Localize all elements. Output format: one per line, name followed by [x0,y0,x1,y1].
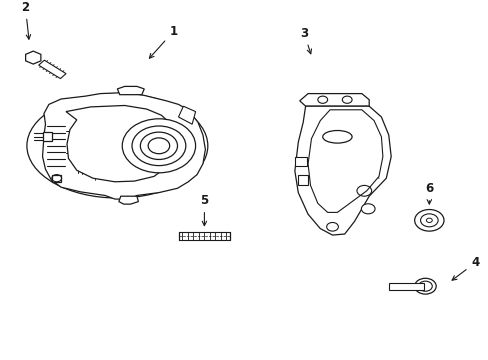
Ellipse shape [322,130,351,143]
Circle shape [361,204,374,214]
Polygon shape [307,110,382,212]
Circle shape [420,214,437,227]
Polygon shape [388,283,424,290]
Circle shape [414,278,435,294]
Text: 3: 3 [300,27,311,54]
Circle shape [132,126,185,166]
Polygon shape [42,93,205,199]
Polygon shape [39,60,66,78]
Text: 2: 2 [21,1,31,39]
Polygon shape [294,157,306,166]
Polygon shape [299,94,368,106]
Circle shape [426,218,431,222]
Polygon shape [66,105,174,182]
Polygon shape [52,175,61,182]
Polygon shape [178,106,195,124]
Polygon shape [25,51,41,64]
Circle shape [148,138,169,154]
Text: 4: 4 [451,256,478,280]
Text: 6: 6 [425,182,432,204]
Polygon shape [298,175,307,185]
Text: 5: 5 [200,194,208,226]
Circle shape [414,210,443,231]
Polygon shape [42,132,52,141]
Polygon shape [294,106,390,235]
Ellipse shape [27,94,207,198]
Polygon shape [117,86,144,95]
Circle shape [122,119,195,173]
Polygon shape [119,196,138,204]
Text: 1: 1 [149,25,177,58]
